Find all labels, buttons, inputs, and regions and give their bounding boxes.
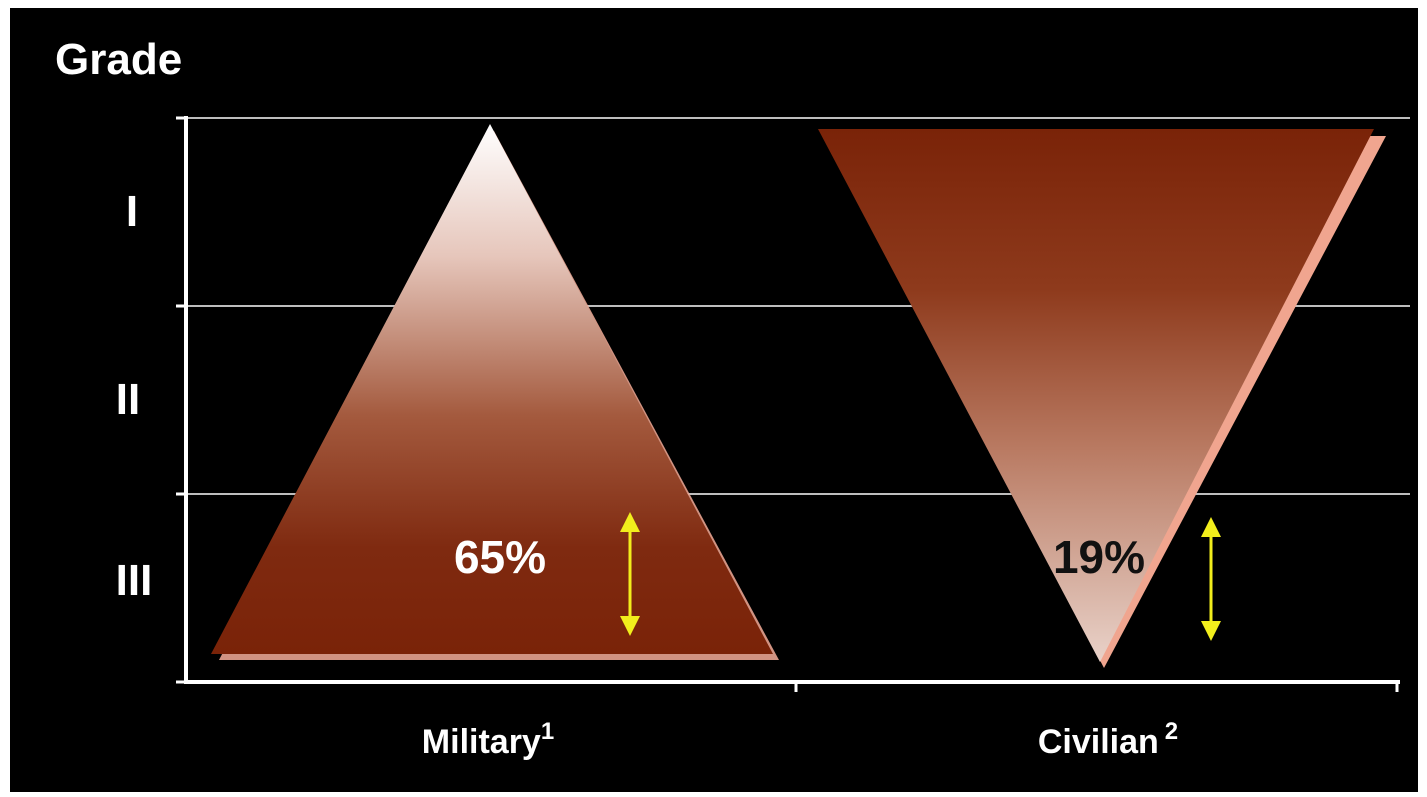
military-label-sup: 1	[541, 718, 554, 745]
grade-level-1: I	[126, 187, 138, 236]
y-axis	[176, 116, 188, 684]
military-arrow-icon	[620, 512, 640, 636]
civilian-label: Civilian 2	[1038, 718, 1178, 761]
x-axis	[184, 680, 1400, 692]
civilian-label-sup: 2	[1165, 718, 1178, 745]
military-label-text: Military	[422, 723, 541, 761]
civilian-label-text: Civilian	[1038, 723, 1159, 761]
civilian-arrow-icon	[1201, 517, 1221, 641]
military-label: Military1	[422, 718, 554, 761]
civilian-percent: 19%	[1053, 531, 1145, 583]
civilian-pyramid	[818, 129, 1386, 668]
grade-level-3: III	[116, 556, 153, 605]
military-percent: 65%	[454, 531, 546, 583]
grade-level-2: II	[116, 375, 140, 424]
axis-title: Grade	[55, 35, 182, 84]
